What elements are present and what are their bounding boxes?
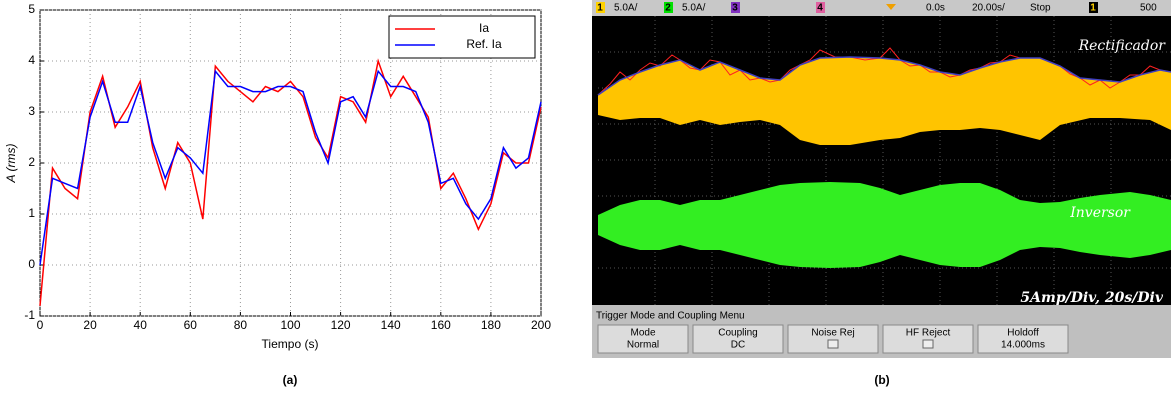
scale-label: 5Amp/Div, 20s/Div — [1020, 290, 1163, 306]
legend-label: Ref. Ia — [466, 37, 502, 51]
trigger-channel: 1 — [1090, 3, 1096, 14]
channel-number: 3 — [732, 3, 738, 14]
y-tick-label: 2 — [28, 155, 35, 169]
figure: 020406080100120140160180200-1012345IaRef… — [0, 0, 1171, 392]
x-tick-label: 140 — [381, 318, 401, 332]
y-tick-label: 4 — [28, 53, 35, 67]
y-tick-label: 3 — [28, 104, 35, 118]
x-tick-label: 100 — [280, 318, 300, 332]
button-label: HF Reject — [906, 328, 951, 339]
x-tick-label: 120 — [331, 318, 351, 332]
caption: (a) — [283, 373, 298, 387]
run-state: Stop — [1030, 3, 1051, 14]
button-label: Coupling — [718, 328, 757, 339]
channel-scale: 5.0A/ — [682, 3, 706, 14]
x-tick-label: 40 — [134, 318, 148, 332]
legend-label: Ia — [479, 21, 489, 35]
x-tick-label: 80 — [234, 318, 248, 332]
channel-scale: 5.0A/ — [614, 3, 638, 14]
timebase: 20.00s/ — [972, 3, 1005, 14]
channel-number: 1 — [597, 3, 603, 14]
button-checkbox — [828, 340, 838, 348]
caption: (b) — [874, 373, 889, 387]
button-value: DC — [731, 340, 745, 351]
trace-label: Inversor — [1069, 205, 1131, 221]
button-label: Holdoff — [1007, 328, 1039, 339]
button-value: 14.000ms — [1001, 340, 1045, 351]
button-label: Noise Rej — [811, 328, 854, 339]
button-label: Mode — [630, 328, 655, 339]
channel-number: 4 — [817, 3, 823, 14]
y-tick-label: -1 — [24, 308, 35, 322]
scope-header — [592, 0, 1171, 16]
x-tick-label: 60 — [184, 318, 198, 332]
x-tick-label: 0 — [37, 318, 44, 332]
y-axis-label: A (rms) — [4, 144, 18, 184]
y-tick-label: 5 — [28, 2, 35, 16]
x-tick-label: 20 — [83, 318, 97, 332]
trigger-level: 500 — [1140, 3, 1157, 14]
delay: 0.0s — [926, 3, 945, 14]
x-axis-label: Tiempo (s) — [262, 337, 319, 351]
scope-screenshot: 1 5.0A/ 2 5.0A/ 3 4 0.0s 20.00s/ Stop 1 … — [592, 0, 1171, 358]
x-tick-label: 160 — [431, 318, 451, 332]
y-tick-label: 1 — [28, 206, 35, 220]
x-tick-label: 180 — [481, 318, 501, 332]
button-value: Normal — [627, 340, 659, 351]
legend — [389, 16, 535, 58]
y-tick-label: 0 — [28, 257, 35, 271]
trace-label: Rectificador — [1078, 38, 1167, 54]
button-checkbox — [923, 340, 933, 348]
menu-title: Trigger Mode and Coupling Menu — [596, 311, 745, 322]
channel-number: 2 — [665, 3, 671, 14]
x-tick-label: 200 — [531, 318, 551, 332]
